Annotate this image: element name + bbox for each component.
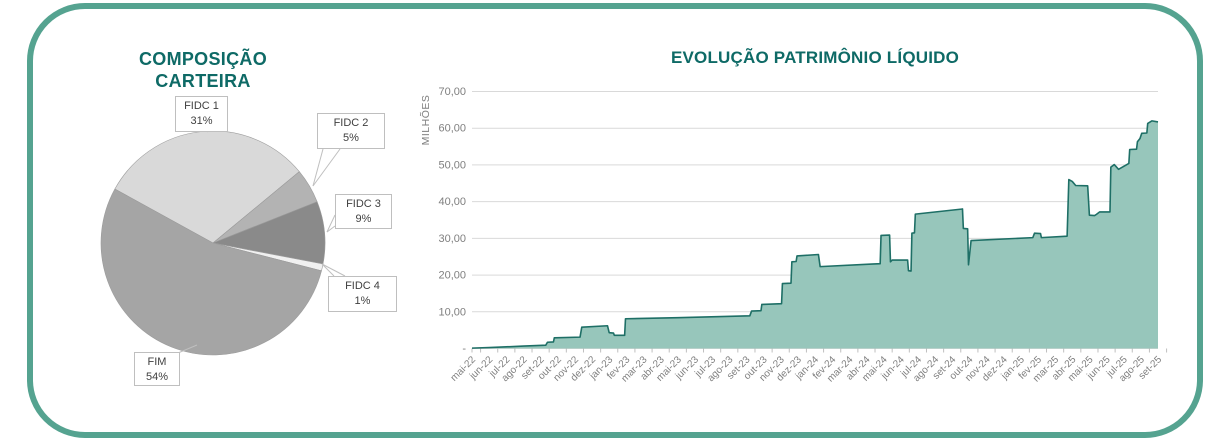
pie-callout-fidc-2-label: FIDC 2 xyxy=(333,117,369,129)
pie-callout-fidc-1-label: FIDC 1 xyxy=(184,100,219,112)
callout-leader-line xyxy=(321,263,346,277)
callout-leader-line xyxy=(321,263,335,277)
pie-title-line-2: CARTEIRA xyxy=(155,71,251,91)
pie-callout-fidc-4-label: FIDC 4 xyxy=(345,280,380,292)
pie-callout-fidc-2-value: 5% xyxy=(343,132,359,144)
pie-callout-fidc-3: FIDC 3 9% xyxy=(335,194,392,229)
pie-callout-fidc-3-value: 9% xyxy=(355,213,372,225)
y-axis-title: MILHÕES xyxy=(419,95,432,146)
y-axis-tick-label: 10,00 xyxy=(438,306,466,318)
pie-slice-fim xyxy=(100,188,322,356)
pie-callout-fidc-1: FIDC 1 31% xyxy=(175,96,228,132)
y-axis-tick-label: 40,00 xyxy=(438,196,466,208)
area-series-line xyxy=(471,120,1159,349)
y-axis-tick-label: 20,00 xyxy=(438,270,466,282)
pie-callout-fidc-3-label: FIDC 3 xyxy=(346,198,381,210)
pie-callout-fidc-2: FIDC 2 5% xyxy=(317,113,385,149)
callout-leader-line xyxy=(326,225,336,233)
y-axis-tick-label: - xyxy=(462,343,466,355)
callout-leader-line xyxy=(177,344,198,354)
area-chart-title: EVOLUÇÃO PATRIMÔNIO LÍQUIDO xyxy=(670,48,960,67)
callout-leader-line xyxy=(312,148,341,187)
pie-callout-fidc-4-value: 1% xyxy=(354,295,371,307)
area-series-fill xyxy=(472,120,1158,349)
y-axis-tick-label: 70,00 xyxy=(438,86,466,98)
pie-chart-title: COMPOSIÇÃO CARTEIRA xyxy=(97,48,309,92)
area-chart: MILHÕES 70,00 60,00 50,00 40,00 30,00 20,00 10,… xyxy=(419,86,1168,385)
pie-callout-fidc-1-value: 31% xyxy=(190,115,213,127)
pie-callout-fidc-4: FIDC 4 1% xyxy=(328,276,397,312)
pie-chart xyxy=(100,127,346,356)
pie-callout-fim: FIM 54% xyxy=(134,352,180,386)
y-axis-tick-label: 60,00 xyxy=(438,123,466,135)
y-axis-tick-label: 30,00 xyxy=(438,233,466,245)
pie-callout-fim-label: FIM xyxy=(147,356,167,368)
callout-leader-line xyxy=(312,148,324,187)
callout-leader-line xyxy=(326,214,336,233)
pie-title-line-1: COMPOSIÇÃO xyxy=(138,49,267,69)
pie-callout-fim-value: 54% xyxy=(145,371,169,383)
y-axis-tick-label: 50,00 xyxy=(438,159,466,171)
